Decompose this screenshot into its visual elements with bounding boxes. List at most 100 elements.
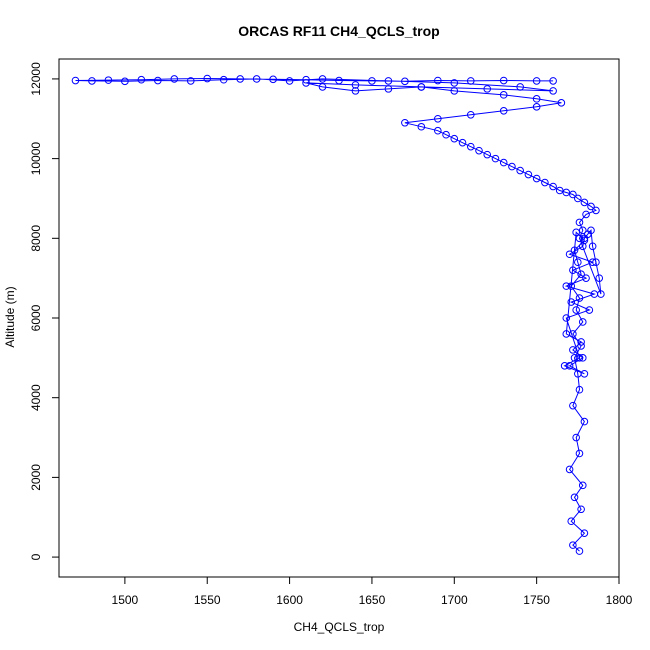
y-axis: 0 2000 4000 6000 8000 10000 12000: [29, 62, 60, 560]
data-point: [569, 401, 577, 410]
data-point: [285, 77, 294, 85]
x-axis-label: CH4_QCLS_trop: [294, 620, 385, 634]
data-point: [532, 174, 541, 183]
x-tick-label: 1550: [194, 593, 221, 607]
data-point: [541, 178, 549, 187]
data-point: [417, 83, 426, 91]
data-point: [575, 234, 584, 243]
data-point: [585, 306, 594, 314]
y-tick-label: 6000: [29, 304, 43, 331]
data-point: [466, 142, 475, 151]
data-point: [595, 274, 604, 282]
data-point: [499, 76, 508, 85]
data-point: [574, 258, 582, 267]
data-point: [569, 541, 577, 549]
data-point: [121, 77, 129, 86]
data-point: [442, 130, 450, 139]
data-point: [567, 282, 576, 290]
data-point: [582, 210, 590, 219]
chart-title: ORCAS RF11 CH4_QCLS_trop: [238, 23, 439, 39]
data-point: [572, 228, 580, 237]
data-point: [318, 83, 327, 91]
data-point: [565, 465, 574, 474]
data-point: [154, 76, 162, 85]
data-point: [597, 290, 605, 298]
data-point: [567, 517, 576, 526]
data-point: [562, 282, 571, 290]
data-point: [569, 266, 577, 274]
data-point: [170, 75, 179, 83]
y-tick-label: 2000: [29, 464, 43, 491]
data-point: [318, 75, 327, 83]
data-point: [570, 493, 579, 502]
data-point: [450, 134, 459, 143]
data-point: [562, 330, 571, 338]
data-point: [580, 198, 589, 207]
data-point: [575, 354, 584, 362]
data-point: [219, 75, 228, 84]
data-point: [560, 362, 569, 370]
data-point: [516, 166, 524, 175]
data-point: [572, 306, 580, 314]
x-tick-label: 1800: [606, 593, 633, 607]
y-tick-label: 4000: [29, 384, 43, 411]
data-point: [384, 85, 393, 93]
data-point: [335, 76, 343, 85]
data-point: [578, 242, 587, 251]
data-point: [499, 158, 508, 167]
data-point: [575, 449, 584, 458]
data-point: [302, 79, 310, 87]
data-point: [186, 77, 195, 85]
data-point: [475, 146, 483, 155]
data-point: [578, 354, 587, 362]
data-point: [580, 417, 589, 426]
data-point: [137, 75, 146, 84]
data-point: [236, 75, 244, 83]
data-point: [587, 226, 595, 235]
x-tick-label: 1500: [112, 593, 139, 607]
data-point: [499, 107, 508, 115]
data-point: [499, 91, 508, 99]
data-point: [588, 242, 597, 251]
data-point: [578, 481, 587, 490]
data-point: [549, 182, 557, 191]
data-point: [483, 85, 492, 93]
data-point: [575, 547, 584, 555]
data-point: [575, 385, 584, 394]
data-point: [567, 298, 576, 306]
data-point: [450, 87, 459, 95]
data-point: [575, 294, 584, 302]
data-point: [555, 186, 564, 195]
data-point: [302, 75, 310, 84]
data-point: [572, 433, 580, 442]
data-point: [562, 188, 571, 197]
data-point: [570, 246, 579, 255]
data-point: [592, 206, 600, 215]
data-point: [104, 76, 113, 84]
data-point: [401, 118, 409, 127]
data-point: [569, 346, 577, 354]
data-point: [578, 226, 587, 235]
data-point: [434, 76, 442, 85]
data-point: [580, 529, 589, 537]
data-point: [575, 218, 584, 227]
data-point: [516, 83, 524, 91]
data-point: [450, 79, 459, 87]
data-point: [351, 87, 360, 95]
y-tick-label: 12000: [29, 62, 43, 96]
data-point: [434, 114, 442, 123]
data-point: [269, 75, 277, 84]
x-tick-label: 1700: [441, 593, 468, 607]
data-point: [557, 99, 566, 107]
x-tick-label: 1600: [276, 593, 303, 607]
data-point: [491, 154, 500, 163]
x-tick-label: 1650: [359, 593, 386, 607]
data-point: [483, 150, 492, 159]
data-point: [549, 77, 557, 85]
data-point: [588, 258, 597, 267]
y-axis-label: Altitude (m): [3, 286, 17, 347]
data-point: [384, 77, 393, 85]
data-point: [577, 270, 585, 278]
plot-frame: [58, 58, 620, 578]
